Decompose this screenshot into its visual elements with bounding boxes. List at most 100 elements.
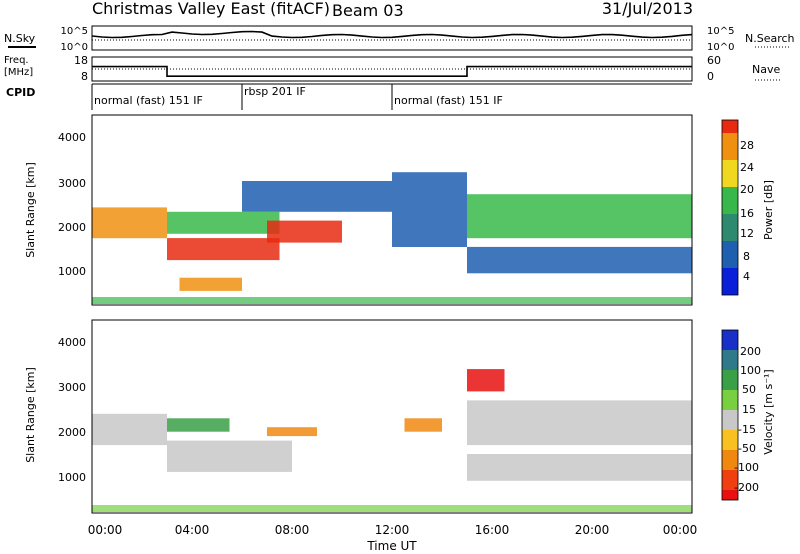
nave-label: Nave xyxy=(752,63,780,76)
power-colorbar: 4 8 12 16 20 24 28 Power [dB] xyxy=(721,119,775,296)
power-band-5 xyxy=(267,220,342,243)
noise-right-tick-low: 10^0 xyxy=(707,42,734,53)
power-panel-frame xyxy=(91,114,693,306)
freq-label-line2: [MHz] xyxy=(4,67,33,78)
noise-sky-trace xyxy=(91,30,693,39)
velocity-color-7 xyxy=(722,450,738,470)
velocity-colorbar-label: Velocity [m s⁻¹] xyxy=(762,369,775,454)
noise-panel-frame xyxy=(91,25,693,51)
power-ytick-3000: 3000 xyxy=(58,177,86,190)
power-color-3 xyxy=(722,214,738,241)
power-band-6 xyxy=(242,181,392,212)
power-cb-tick-16: 16 xyxy=(740,207,754,220)
velocity-color-4 xyxy=(722,390,738,410)
power-color-2 xyxy=(722,241,738,268)
cpid-segment-1: normal (fast) 151 IF xyxy=(94,94,203,107)
power-band-3 xyxy=(167,211,280,234)
velocity-panel-frame xyxy=(91,319,693,514)
velocity-cb-tick-15: 15 xyxy=(742,403,756,416)
velocity-cb-tick-50: 50 xyxy=(742,383,756,396)
power-color-7 xyxy=(722,120,738,133)
velocity-color-1 xyxy=(722,330,738,350)
x-axis: 00:00 04:00 08:00 12:00 16:00 20:00 00:0… xyxy=(88,523,698,553)
power-color-4 xyxy=(722,187,738,214)
velocity-ytick-2000: 2000 xyxy=(58,426,86,439)
xtick-1200: 12:00 xyxy=(375,523,410,537)
velocity-band-2 xyxy=(167,440,292,472)
frequency-trace xyxy=(92,65,692,77)
cpid-segment-2: rbsp 201 IF xyxy=(244,85,306,98)
velocity-color-5 xyxy=(722,410,738,430)
power-cb-tick-12: 12 xyxy=(740,227,754,240)
noise-panel: N.Sky 10^5 10^0 10^5 10^0 N.Search xyxy=(4,25,795,53)
xtick-0400: 04:00 xyxy=(175,523,210,537)
power-band-8 xyxy=(467,194,692,239)
cpid-label: CPID xyxy=(6,86,35,99)
power-band-group xyxy=(92,172,692,304)
velocity-band-5 xyxy=(404,418,442,432)
power-band-7 xyxy=(392,172,467,247)
velocity-cb-tick-neg100: -100 xyxy=(734,461,759,474)
power-ylabel: Slant Range [km] xyxy=(24,162,37,258)
power-cb-tick-20: 20 xyxy=(740,183,754,196)
velocity-colorbar: 200 100 50 15 -15 -50 -100 -200 Velocity… xyxy=(721,329,775,501)
velocity-cb-tick-neg200: -200 xyxy=(734,481,759,494)
velocity-color-6 xyxy=(722,430,738,450)
velocity-color-8 xyxy=(722,470,738,490)
velocity-color-3 xyxy=(722,370,738,390)
power-panel: Slant Range [km] 1000 2000 3000 4000 xyxy=(24,114,693,306)
freq-left-tick-high: 18 xyxy=(74,54,88,67)
velocity-panel: Slant Range [km] 1000 2000 3000 4000 xyxy=(24,319,693,514)
noise-right-tick-high: 10^5 xyxy=(707,26,734,37)
velocity-ytick-1000: 1000 xyxy=(58,471,86,484)
power-ytick-1000: 1000 xyxy=(58,265,86,278)
velocity-color-9 xyxy=(722,490,738,500)
power-color-5 xyxy=(722,160,738,187)
xtick-0000: 00:00 xyxy=(88,523,123,537)
power-color-6 xyxy=(722,133,738,160)
freq-left-tick-low: 8 xyxy=(81,70,88,83)
velocity-color-2 xyxy=(722,350,738,370)
power-band-1 xyxy=(92,207,167,239)
velocity-ylabel: Slant Range [km] xyxy=(24,367,37,463)
power-cb-tick-28: 28 xyxy=(740,139,754,152)
cpid-panel: CPID normal (fast) 151 IF rbsp 201 IF no… xyxy=(6,83,692,110)
xtick-2400: 00:00 xyxy=(663,523,698,537)
cpid-segment-3: normal (fast) 151 IF xyxy=(394,94,503,107)
power-cb-tick-4: 4 xyxy=(743,270,750,283)
velocity-ytick-4000: 4000 xyxy=(58,336,86,349)
power-band-4 xyxy=(179,277,242,291)
power-band-2 xyxy=(167,238,280,261)
noise-search-label: N.Search xyxy=(745,32,795,45)
power-ytick-4000: 4000 xyxy=(58,131,86,144)
noise-sky-label: N.Sky xyxy=(4,32,36,45)
frequency-panel: Freq. [MHz] 18 8 60 0 Nave xyxy=(4,54,780,83)
velocity-colorbar-frame xyxy=(721,329,739,501)
power-ytick-2000: 2000 xyxy=(58,221,86,234)
power-colorbar-label: Power [dB] xyxy=(762,180,775,240)
velocity-band-8 xyxy=(467,454,692,481)
velocity-cb-tick-200: 200 xyxy=(740,345,761,358)
xtick-0800: 08:00 xyxy=(275,523,310,537)
velocity-ytick-3000: 3000 xyxy=(58,381,86,394)
freq-label-line1: Freq. xyxy=(4,55,29,66)
velocity-band-1 xyxy=(92,413,167,446)
power-cb-tick-8: 8 xyxy=(743,250,750,263)
velocity-ground-scatter xyxy=(92,505,692,512)
freq-right-tick-low: 0 xyxy=(707,70,714,83)
xtick-1600: 16:00 xyxy=(475,523,510,537)
date-label: 31/Jul/2013 xyxy=(602,0,693,18)
velocity-cb-tick-neg15: -15 xyxy=(738,423,756,436)
velocity-band-4 xyxy=(267,427,317,437)
power-color-1 xyxy=(722,268,738,295)
xtick-2000: 20:00 xyxy=(575,523,610,537)
power-colorbar-frame xyxy=(721,119,739,296)
noise-left-tick-low: 10^0 xyxy=(61,42,88,53)
velocity-band-7 xyxy=(467,400,692,446)
station-title: Christmas Valley East (fitACF) xyxy=(92,0,330,18)
velocity-cb-tick-neg50: -50 xyxy=(738,442,756,455)
noise-left-tick-high: 10^5 xyxy=(61,26,88,37)
power-cb-tick-24: 24 xyxy=(740,161,754,174)
velocity-band-6 xyxy=(467,369,505,392)
